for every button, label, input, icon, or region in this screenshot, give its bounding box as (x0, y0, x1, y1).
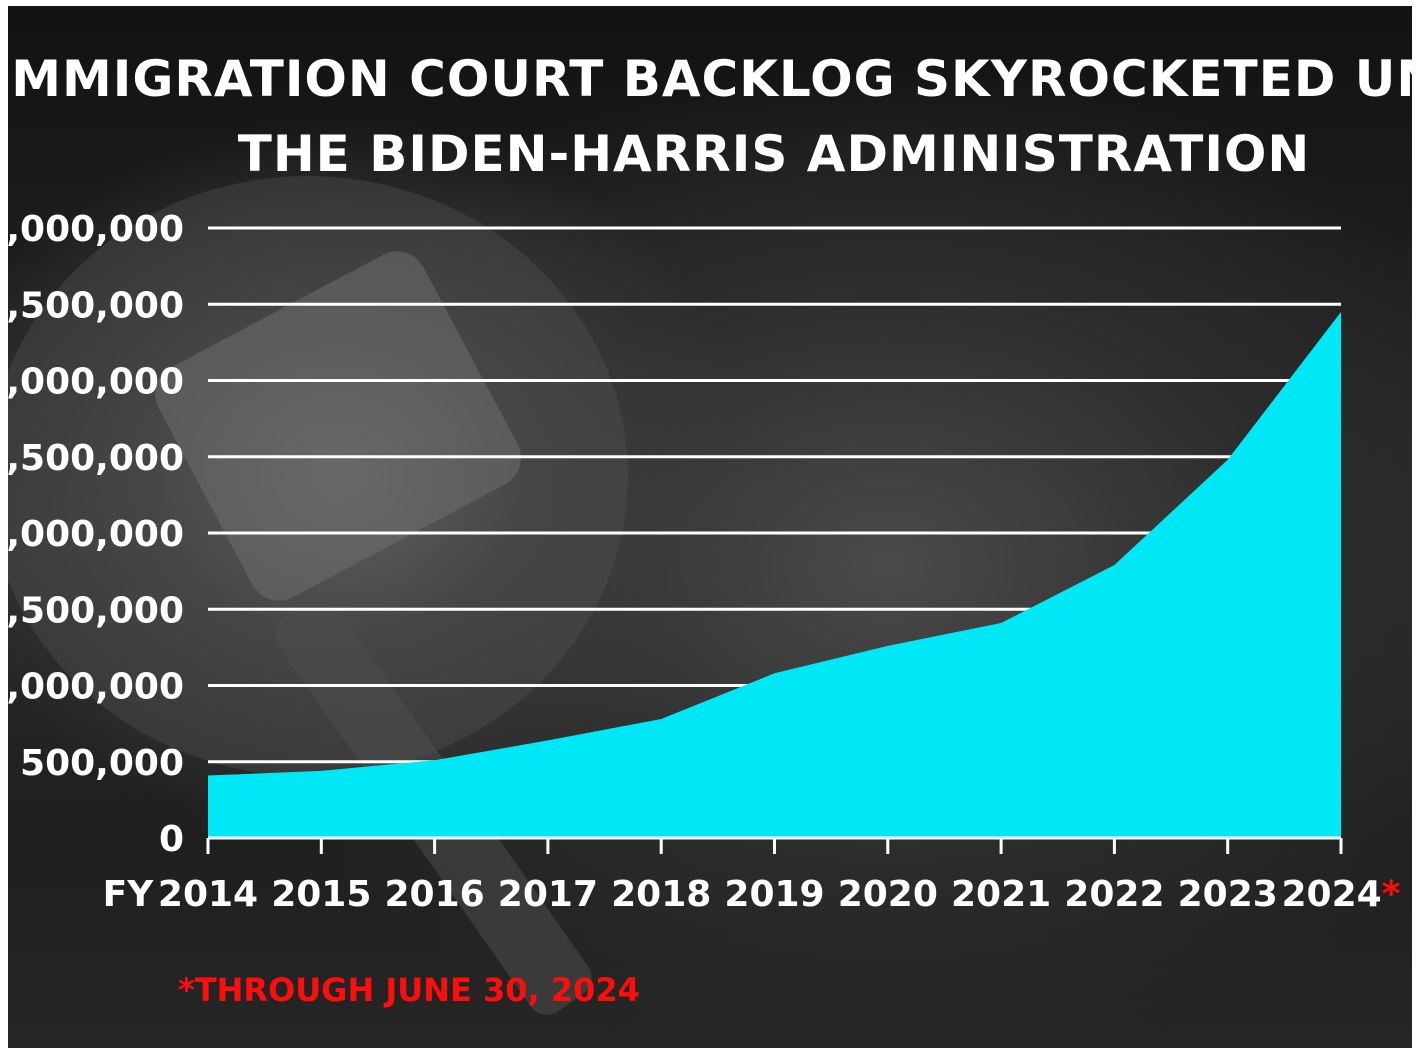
area-series (207, 311, 1342, 838)
y-axis: 0 500,000 1,000,000 1,500,000 2,000,000 2,500… (8, 209, 184, 860)
chart-title-line-2: THE BIDEN-HARRIS ADMINISTRATION (238, 125, 1311, 183)
y-tick-label: 3,000,000 (8, 362, 184, 403)
x-tick-label: 2016 (384, 874, 484, 915)
x-tick-label: 2022 (1064, 874, 1164, 915)
y-tick-label: 0 (159, 819, 184, 860)
y-tick-label: 4,000,000 (8, 209, 184, 250)
background-photo (8, 176, 628, 1015)
footnote: *THROUGH JUNE 30, 2024 (178, 971, 640, 1009)
x-tick-label: 2017 (498, 874, 598, 915)
y-tick-label: 2,500,000 (8, 438, 184, 479)
x-tick-label: 2015 (271, 874, 371, 915)
backlog-area (208, 311, 1341, 838)
y-tick-label: 3,500,000 (8, 285, 184, 326)
y-tick-label: 2,000,000 (8, 514, 184, 555)
x-tick-label: 2014 (158, 874, 258, 915)
y-tick-label: 1,000,000 (8, 667, 184, 708)
x-tick-label: 2021 (951, 874, 1051, 915)
y-tick-label: 500,000 (20, 743, 184, 784)
chart-svg: IMMIGRATION COURT BACKLOG SKYROCKETED UN… (8, 50, 1412, 1015)
chart-panel: IMMIGRATION COURT BACKLOG SKYROCKETED UN… (8, 6, 1412, 1048)
x-axis-prefix: FY (103, 874, 155, 915)
y-tick-label: 1,500,000 (8, 590, 184, 631)
x-tick-label: 2024* (1281, 874, 1400, 915)
x-tick-label: 2023 (1178, 874, 1278, 915)
x-tick-label: 2020 (838, 874, 938, 915)
x-tick-asterisk: * (1382, 874, 1401, 915)
gavel-head-shape (155, 251, 521, 601)
x-axis: FY 2014 2015 2016 2017 2018 2019 2020 2021 2022 2… (103, 836, 1401, 915)
x-tick-label: 2018 (611, 874, 711, 915)
x-tick-label: 2019 (724, 874, 824, 915)
chart-title: IMMIGRATION COURT BACKLOG SKYROCKETED UN… (8, 50, 1412, 183)
chart-title-line-1: IMMIGRATION COURT BACKLOG SKYROCKETED UN… (8, 50, 1412, 108)
